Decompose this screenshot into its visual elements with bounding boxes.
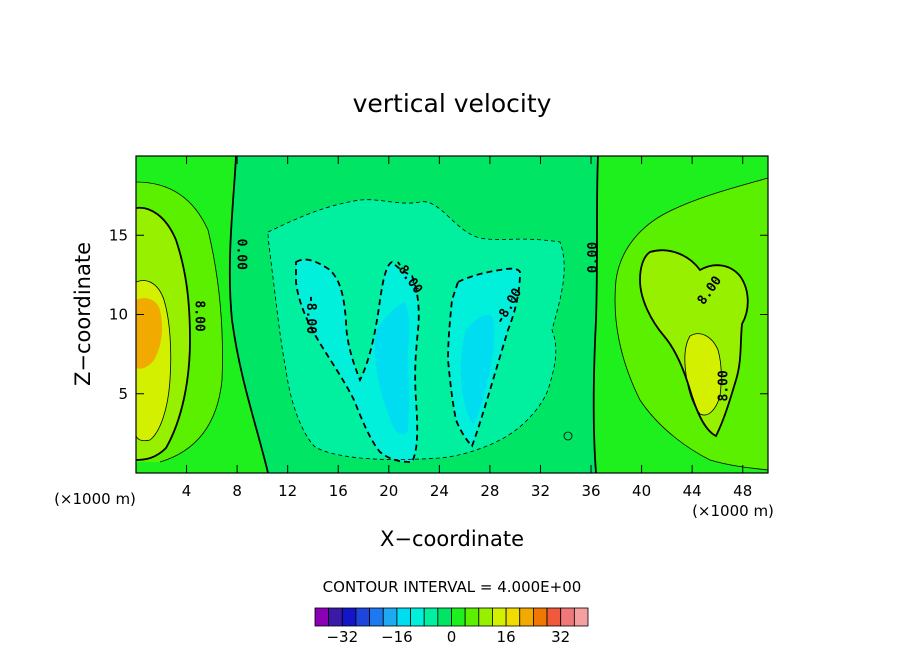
colorbar-swatch [423,607,439,627]
colorbar-swatch [519,607,534,627]
contour-minus4 [267,199,565,460]
colorbar-ticks: −32 −16 0 16 32 [326,628,570,646]
region-left-plus20 [136,298,162,369]
contour-zero-right [592,156,599,473]
colorbar-swatch [328,607,343,627]
colorbar-swatch [478,607,493,627]
colorbar-tick-label: −32 [326,628,358,646]
x-tick-label: 48 [733,482,752,500]
x-unit-left: (×1000 m) [54,490,136,508]
colorbar-swatch [560,607,575,627]
colorbar-swatch [396,607,411,627]
y-tick-label: 15 [109,226,128,244]
x-unit-right: (×1000 m) [692,502,774,520]
x-tick-label: 32 [531,482,550,500]
contour-plus8-right [639,249,749,438]
colorbar-swatch [546,607,562,627]
contour-plus12-left [136,280,172,442]
contour-small-loop [563,431,573,441]
contour-label: 8.00 [192,300,207,331]
colorbar-swatch [355,607,371,627]
x-axis-ticks: 4 8 12 16 20 24 28 32 36 40 44 48 [182,156,752,500]
contour-zero-left [228,156,269,473]
contour-plus4-left [136,181,223,463]
region-minus12-left [374,302,410,435]
colorbar-swatch [451,607,466,627]
colorbar-swatch [533,607,548,627]
colorbar-swatch [464,607,480,627]
x-axis-label: X−coordinate [380,527,524,551]
colorbar-swatch [341,607,357,627]
x-tick-label: 20 [379,482,398,500]
x-tick-label: 40 [632,482,651,500]
colorbar-swatch [369,607,384,627]
colorbar [314,607,589,627]
colorbar-swatch [573,607,589,627]
x-tick-label: 4 [182,482,192,500]
contour-label: -8.00 [303,295,318,334]
contour-plus4-right [614,177,768,471]
x-tick-label: 24 [430,482,449,500]
colorbar-swatch [492,607,507,627]
region-right-plus12 [684,333,722,416]
chart-title: vertical velocity [353,89,552,118]
contour-plot-area: 0.008.00 -8.00-8.00-8.000.008.008.00 [136,156,768,473]
x-tick-label: 44 [683,482,702,500]
colorbar-swatch [314,607,330,627]
x-tick-label: 36 [581,482,600,500]
contour-label: 0.00 [233,239,248,270]
y-axis-label: Z−coordinate [71,242,95,386]
x-tick-label: 28 [480,482,499,500]
x-tick-label: 12 [278,482,297,500]
contour-interval-text: CONTOUR INTERVAL = 4.000E+00 [323,578,582,596]
x-tick-label: 16 [329,482,348,500]
contour-minus8-left [295,258,420,463]
y-axis-ticks: 5 10 15 [109,226,768,403]
colorbar-tick-label: 32 [551,628,570,646]
colorbar-swatch [505,607,521,627]
colorbar-swatch [437,607,452,627]
contour-plus8-left [136,206,191,461]
colorbar-swatch [410,607,425,627]
contour-label: 0.00 [586,242,601,273]
colorbar-tick-label: −16 [381,628,413,646]
y-tick-label: 5 [118,385,128,403]
y-tick-label: 10 [109,306,128,324]
contour-plus12-right [684,333,722,416]
colorbar-swatch [382,607,398,627]
colorbar-tick-label: 0 [447,628,457,646]
region-minus12-right [460,314,495,424]
colorbar-tick-label: 16 [497,628,516,646]
contour-label: 8.00 [716,370,731,401]
contour-minus8-right [447,267,521,448]
x-tick-label: 8 [232,482,242,500]
